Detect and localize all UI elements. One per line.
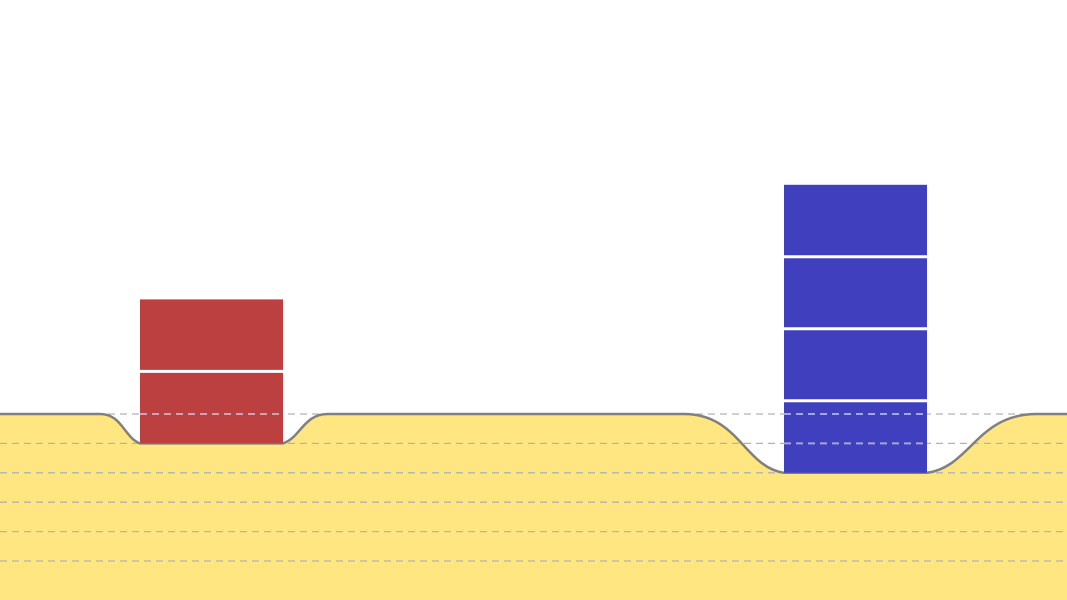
stack-right	[784, 184, 927, 473]
stack-block	[140, 299, 283, 372]
stack-left	[140, 299, 283, 444]
stack-block	[784, 400, 927, 473]
block-stacks	[140, 184, 927, 473]
stack-block	[140, 371, 283, 444]
ground-fill	[0, 414, 1067, 600]
ground-outline	[0, 412, 1067, 475]
stack-block	[784, 256, 927, 329]
stack-block	[784, 328, 927, 401]
stack-block	[784, 184, 927, 257]
